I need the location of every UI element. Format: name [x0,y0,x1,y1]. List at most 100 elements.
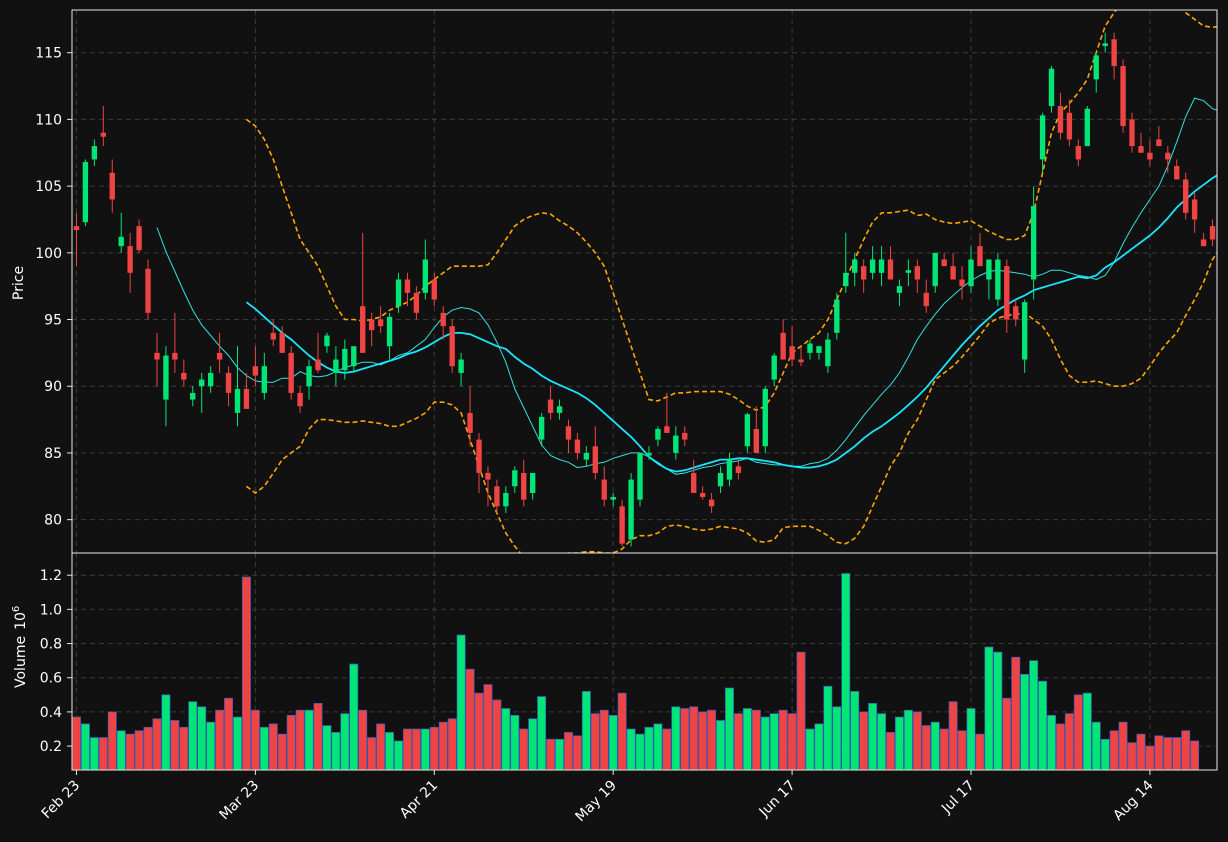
candle-body [1066,112,1073,140]
candle-body [1174,166,1180,180]
candle-body [816,346,822,353]
candle-body [887,259,894,280]
candle-body [315,359,321,371]
volume-bar [966,708,976,771]
volume-bar [528,718,538,771]
candle-body [154,352,160,360]
volume-bar [930,721,940,771]
volume-tick-label: 0.6 [40,671,62,687]
volume-bar [1109,730,1119,771]
volume-bar [304,709,314,771]
candle-body [440,312,446,327]
candle-body [91,146,98,160]
volume-bar [1091,721,1101,771]
candle-body [798,359,804,363]
volume-bar [179,726,189,771]
candle-body [673,435,679,453]
volume-bar [456,634,466,771]
volume-bar [769,713,779,771]
candle-body [1048,68,1055,107]
candle-body [1165,152,1171,160]
candle-body [789,346,795,360]
volume-bar [617,692,627,771]
candle-body [485,472,491,480]
volume-tick-label: 0.8 [40,637,62,653]
candle-body [923,292,929,307]
volume-bar [501,708,511,771]
candle-body [914,266,921,280]
volume-bar [886,732,895,771]
volume-bar [170,720,180,771]
volume-bar [125,733,135,771]
volume-bar [698,711,708,771]
volume-bar [975,733,985,771]
candle-body [413,292,420,313]
candle-body [1120,66,1126,127]
candle-body [306,366,312,387]
candle-body [852,259,858,273]
candle-body [628,479,634,540]
volume-bar [89,737,99,771]
volume-bar [438,721,448,771]
candle-body [199,379,205,387]
candle-body [503,492,509,507]
volume-bar [402,728,412,771]
volume-bar [555,738,564,771]
volume-bar [241,576,251,771]
candle-body [342,348,348,371]
volume-bar [1172,737,1182,771]
volume-bar [725,687,734,771]
candlestick-layer [73,32,1216,547]
candle-body [780,332,786,360]
volume-bar [894,716,904,771]
candle-body [243,388,250,409]
candle-body [207,372,214,387]
candle-body [297,392,303,407]
volume-bar [268,723,278,771]
volume-bar [259,726,269,771]
volume-bar [984,646,994,771]
candle-body [708,499,715,507]
volume-bar [197,706,207,771]
candle-body [449,326,455,367]
candle-body [136,226,142,251]
volume-bar-layer [72,573,1200,771]
volume-bar [492,699,502,771]
candle-body [1138,146,1144,153]
candle-body [431,279,437,300]
candle-body [959,279,965,287]
volume-bar [1038,680,1048,771]
volume-bar [394,740,403,771]
candle-body [1004,266,1010,320]
volume-bar [1055,723,1065,771]
volume-bar [1127,742,1137,771]
candle-body [717,472,724,487]
volume-bar [322,725,332,771]
price-axis-title: Price [11,266,27,300]
volume-bar [707,709,717,771]
candle-body [1039,115,1046,160]
volume-bar [671,706,681,771]
volume-bar [474,692,484,771]
candle-body [995,259,1001,300]
price-tick-label: 100 [35,246,62,262]
candle-body [905,270,912,273]
candle-body [190,392,196,400]
volume-bar [483,684,493,771]
candle-body [869,259,876,273]
candle-body [145,268,151,313]
volume-bar [80,723,90,771]
price-tick-label: 115 [35,46,62,62]
volume-bar [143,726,153,771]
candle-body [744,414,751,447]
candle-body [368,319,375,331]
sma-slow-line [245,174,1217,473]
volume-tick-label: 1.2 [40,568,62,584]
volume-bar [188,701,198,771]
candle-body [753,428,759,453]
candle-body [565,426,572,440]
candle-body [458,359,464,373]
volume-bar [1154,735,1164,771]
candle-body [82,162,89,223]
volume-bar [850,691,860,771]
